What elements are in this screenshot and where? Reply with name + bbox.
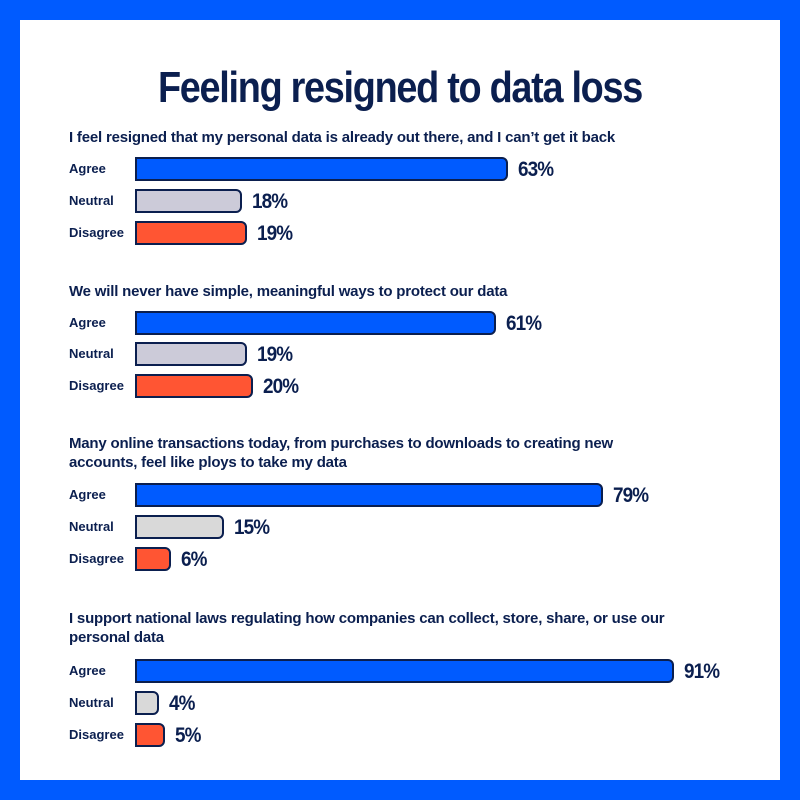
value-label: 19%: [257, 222, 293, 245]
bar-neutral: [135, 342, 248, 366]
question-text: I support national laws regulating how c…: [69, 610, 665, 646]
chart-title: Feeling resigned to data loss: [157, 63, 643, 112]
row-label: Agree: [69, 663, 106, 678]
bar-disagree: [135, 547, 171, 571]
row-label: Disagree: [69, 225, 124, 240]
value-label: 63%: [517, 158, 554, 181]
question-text: We will never have simple, meaningful wa…: [69, 283, 508, 300]
value-label: 5%: [174, 724, 201, 747]
value-label: 18%: [251, 190, 288, 213]
bar-agree: [135, 311, 497, 335]
row-label: Disagree: [69, 551, 124, 566]
row-label: Agree: [69, 315, 106, 330]
bar-disagree: [135, 374, 254, 398]
question-group: I feel resigned that my personal data is…: [69, 128, 749, 245]
value-label: 79%: [612, 484, 649, 507]
row-agree: Agree 79%: [69, 483, 749, 509]
row-label: Agree: [69, 161, 106, 176]
row-agree: Agree 63%: [69, 157, 749, 183]
row-label: Neutral: [69, 519, 114, 534]
chart-panel: Feeling resigned to data loss I feel res…: [20, 20, 780, 780]
row-neutral: Neutral 18%: [69, 189, 749, 215]
bar-disagree: [135, 723, 165, 747]
row-label: Neutral: [69, 346, 114, 361]
question-group: We will never have simple, meaningful wa…: [69, 282, 749, 398]
bar-neutral: [135, 189, 242, 213]
value-label: 19%: [257, 343, 293, 366]
bar-neutral: [135, 515, 224, 539]
row-label: Disagree: [69, 378, 124, 393]
row-neutral: Neutral 19%: [69, 342, 749, 368]
bar-neutral: [135, 691, 159, 715]
value-label: 6%: [180, 548, 207, 571]
row-neutral: Neutral 4%: [69, 691, 749, 717]
value-label: 15%: [233, 516, 270, 539]
row-neutral: Neutral 15%: [69, 515, 749, 541]
row-agree: Agree 61%: [69, 311, 749, 337]
row-disagree: Disagree 5%: [69, 723, 749, 749]
row-label: Disagree: [69, 727, 124, 742]
row-disagree: Disagree 19%: [69, 221, 749, 247]
row-disagree: Disagree 20%: [69, 374, 749, 400]
bar-agree: [135, 483, 603, 507]
bar-agree: [135, 659, 674, 683]
question-group: Many online transactions today, from pur…: [69, 434, 749, 571]
value-label: 20%: [263, 375, 299, 398]
question-text: I feel resigned that my personal data is…: [69, 129, 616, 146]
bar-disagree: [135, 221, 248, 245]
row-label: Agree: [69, 487, 106, 502]
bar-agree: [135, 157, 508, 181]
row-disagree: Disagree 6%: [69, 547, 749, 573]
row-agree: Agree 91%: [69, 659, 749, 685]
question-group: I support national laws regulating how c…: [69, 609, 749, 747]
question-text: Many online transactions today, from pur…: [69, 435, 613, 471]
value-label: 91%: [683, 660, 720, 683]
value-label: 4%: [168, 692, 195, 715]
row-label: Neutral: [69, 695, 114, 710]
row-label: Neutral: [69, 193, 114, 208]
value-label: 61%: [506, 312, 542, 335]
